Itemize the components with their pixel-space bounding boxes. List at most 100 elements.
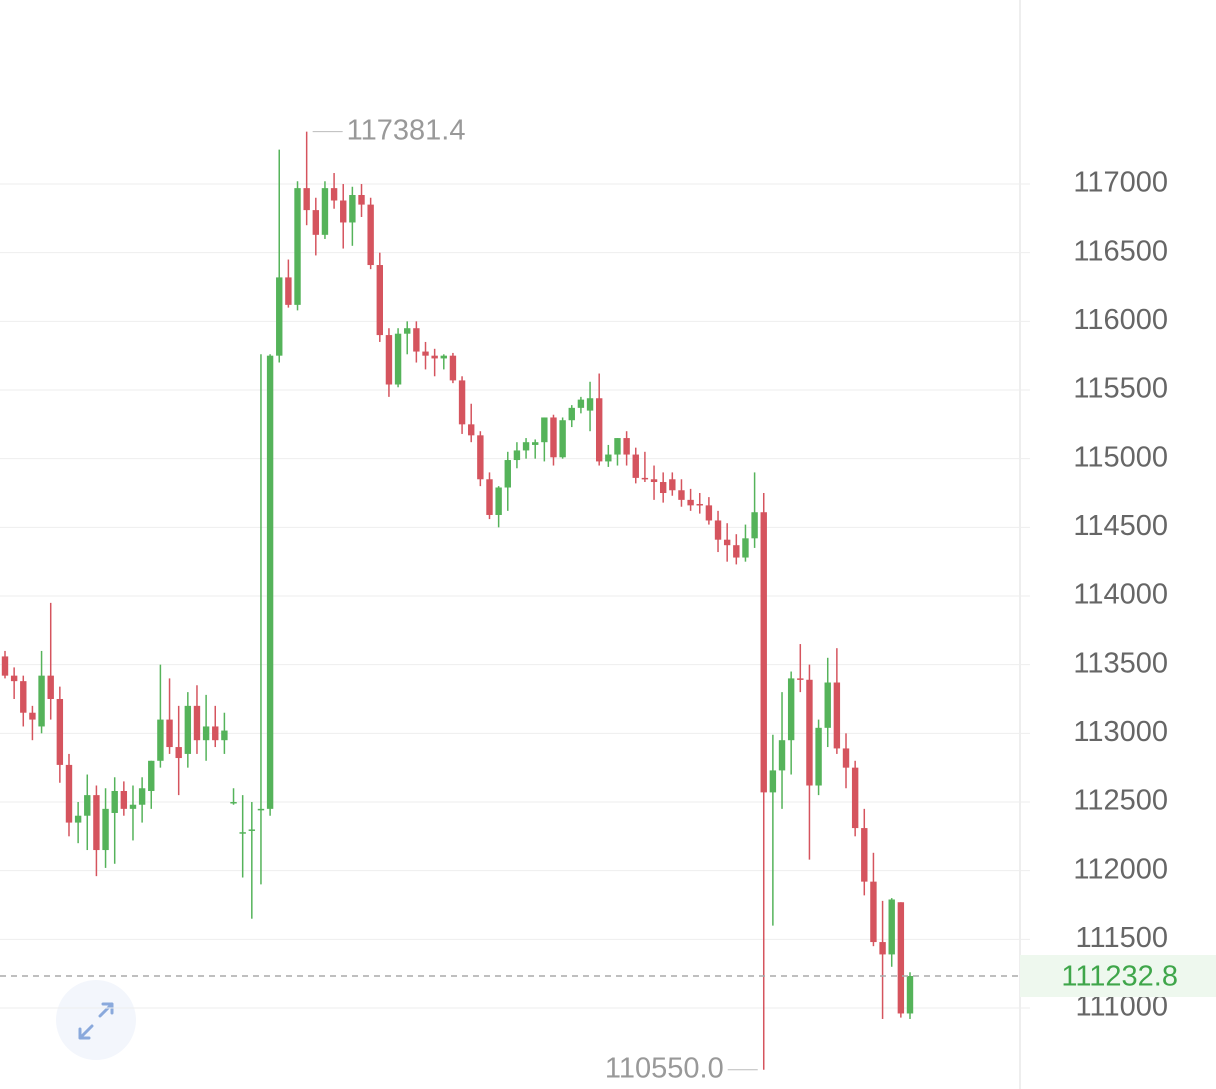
candle-body [861, 828, 868, 882]
candle-body [824, 682, 831, 728]
candle-body [111, 791, 118, 813]
candle-body [65, 764, 73, 823]
y-tick-label: 111500 [1076, 922, 1168, 954]
candle-body [230, 801, 237, 804]
y-tick-label: 114000 [1073, 579, 1168, 611]
last-price-label: 111232.8 [1061, 961, 1178, 993]
candle-body [385, 335, 393, 385]
candle-body [504, 460, 511, 488]
y-tick-label: 115000 [1073, 441, 1168, 473]
candle-body [723, 539, 731, 546]
candle-body [239, 832, 246, 834]
candle-body [797, 678, 804, 680]
candle-body [340, 200, 347, 223]
candle-body [330, 188, 338, 201]
candle-body [559, 420, 566, 458]
candle-body [157, 719, 164, 761]
candle-body [129, 804, 137, 809]
candle-body [477, 435, 484, 480]
candle-body [349, 195, 356, 223]
y-tick-label: 113000 [1073, 716, 1168, 748]
y-tick-label: 114500 [1073, 510, 1168, 542]
candle-body [486, 479, 493, 515]
annotation-label: 110550.0 [605, 1052, 724, 1084]
candle-body [605, 454, 612, 462]
candle-body [102, 808, 109, 851]
candle-body [74, 815, 82, 823]
candle-body [870, 881, 877, 943]
candle-body [38, 675, 45, 727]
candle-body [440, 355, 447, 359]
candle-body [787, 678, 795, 741]
expand-icon[interactable] [78, 1002, 114, 1040]
candle-body [413, 328, 420, 352]
candle-body [202, 726, 210, 741]
candle-body [458, 380, 466, 425]
candle-body [888, 899, 895, 955]
candle-body [449, 355, 457, 381]
candle-body [212, 726, 219, 741]
candle-body [906, 976, 914, 1014]
candle-body [806, 679, 813, 786]
candle-body [20, 681, 27, 713]
candle-body [221, 730, 228, 741]
candle-body [56, 698, 64, 765]
candle-body [394, 333, 402, 385]
candle-body [751, 512, 758, 539]
candle-body [714, 520, 722, 540]
candle-body [93, 795, 100, 851]
candle-body [879, 942, 886, 955]
candle-body [468, 424, 475, 436]
candle-body [184, 705, 192, 754]
candle-body [294, 188, 301, 305]
y-tick-label: 116000 [1073, 304, 1168, 336]
candle-body [422, 351, 429, 356]
candle-body [733, 545, 740, 558]
annotation-label: 117381.4 [347, 114, 466, 146]
candle-body [276, 277, 283, 356]
candle-body [532, 442, 539, 445]
candle-body [586, 398, 594, 411]
candle-body [815, 727, 822, 786]
candle-body [84, 795, 91, 816]
candle-body [650, 479, 658, 483]
candle-body [120, 791, 128, 809]
candle-body [257, 808, 265, 811]
candle-body [678, 490, 685, 500]
candle-body [248, 829, 256, 831]
candle-body [632, 454, 639, 478]
candle-body [897, 902, 905, 1014]
candle-body [138, 788, 146, 805]
candle-body [303, 188, 310, 211]
candle-body [760, 512, 767, 793]
candle-body [742, 538, 749, 558]
candle-body [614, 438, 621, 455]
candle-body [513, 450, 521, 461]
candle-body [833, 682, 841, 749]
candle-body [29, 712, 36, 720]
expand-button[interactable] [56, 980, 136, 1060]
candle-body [659, 482, 667, 494]
candle-body [623, 438, 630, 455]
candle-body [577, 399, 585, 408]
candle-body [376, 265, 383, 336]
candle-body [769, 770, 777, 793]
candle-body [193, 705, 201, 741]
candle-body [495, 487, 502, 515]
y-tick-label: 112000 [1073, 853, 1168, 885]
candle-body [148, 760, 155, 792]
candle-body [175, 747, 182, 759]
candle-body [851, 767, 859, 829]
candle-body [550, 417, 557, 458]
expand-bg[interactable] [56, 980, 136, 1060]
candle-body [10, 675, 18, 682]
last-price-bg [1020, 955, 1216, 998]
y-tick-label: 112500 [1073, 785, 1168, 817]
candle-body [687, 499, 694, 506]
y-tick-label: 115500 [1073, 373, 1168, 405]
candle-body [358, 195, 365, 205]
candle-body [842, 748, 850, 768]
candle-body [47, 675, 54, 699]
candle-body [266, 355, 274, 809]
